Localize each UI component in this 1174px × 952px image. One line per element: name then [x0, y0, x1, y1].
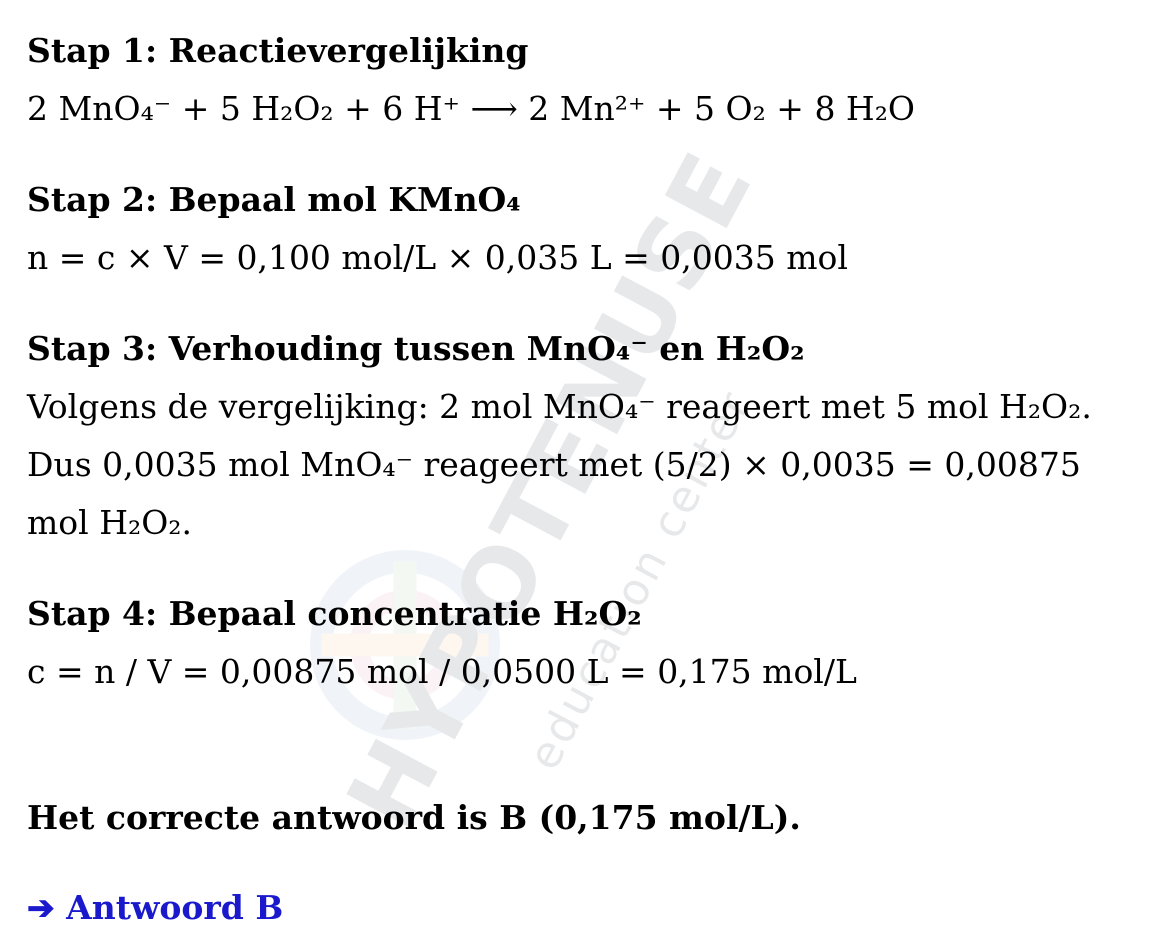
step-text: Volgens de vergelijking: 2 mol MnO₄⁻ rea…	[27, 387, 1092, 426]
conclusion: Het correcte antwoord is B (0,175 mol/L)…	[27, 798, 801, 837]
step-1: Stap 1: Reactievergelijking 2 MnO₄⁻ + 5 …	[27, 22, 1167, 138]
step-4: Stap 4: Bepaal concentratie H₂O₂ c = n /…	[27, 585, 1167, 701]
step-2: Stap 2: Bepaal mol KMnO₄ n = c × V = 0,1…	[27, 171, 1167, 287]
step-title: Stap 1: Reactievergelijking	[27, 31, 529, 70]
solution-document: Stap 1: Reactievergelijking 2 MnO₄⁻ + 5 …	[27, 22, 1167, 937]
step-title: Stap 3: Verhouding tussen MnO₄⁻ en H₂O₂	[27, 329, 805, 368]
step-text: Dus 0,0035 mol MnO₄⁻ reageert met (5/2) …	[27, 445, 1081, 484]
step-text: n = c × V = 0,100 mol/L × 0,035 L = 0,00…	[27, 238, 848, 277]
step-text: mol H₂O₂.	[27, 503, 192, 542]
step-text: c = n / V = 0,00875 mol / 0,0500 L = 0,1…	[27, 652, 857, 691]
step-title: Stap 4: Bepaal concentratie H₂O₂	[27, 594, 642, 633]
final-answer: ➔ Antwoord B	[27, 888, 284, 927]
step-title: Stap 2: Bepaal mol KMnO₄	[27, 180, 521, 219]
step-3: Stap 3: Verhouding tussen MnO₄⁻ en H₂O₂ …	[27, 320, 1167, 552]
reaction-equation: 2 MnO₄⁻ + 5 H₂O₂ + 6 H⁺ ⟶ 2 Mn²⁺ + 5 O₂ …	[27, 89, 915, 128]
